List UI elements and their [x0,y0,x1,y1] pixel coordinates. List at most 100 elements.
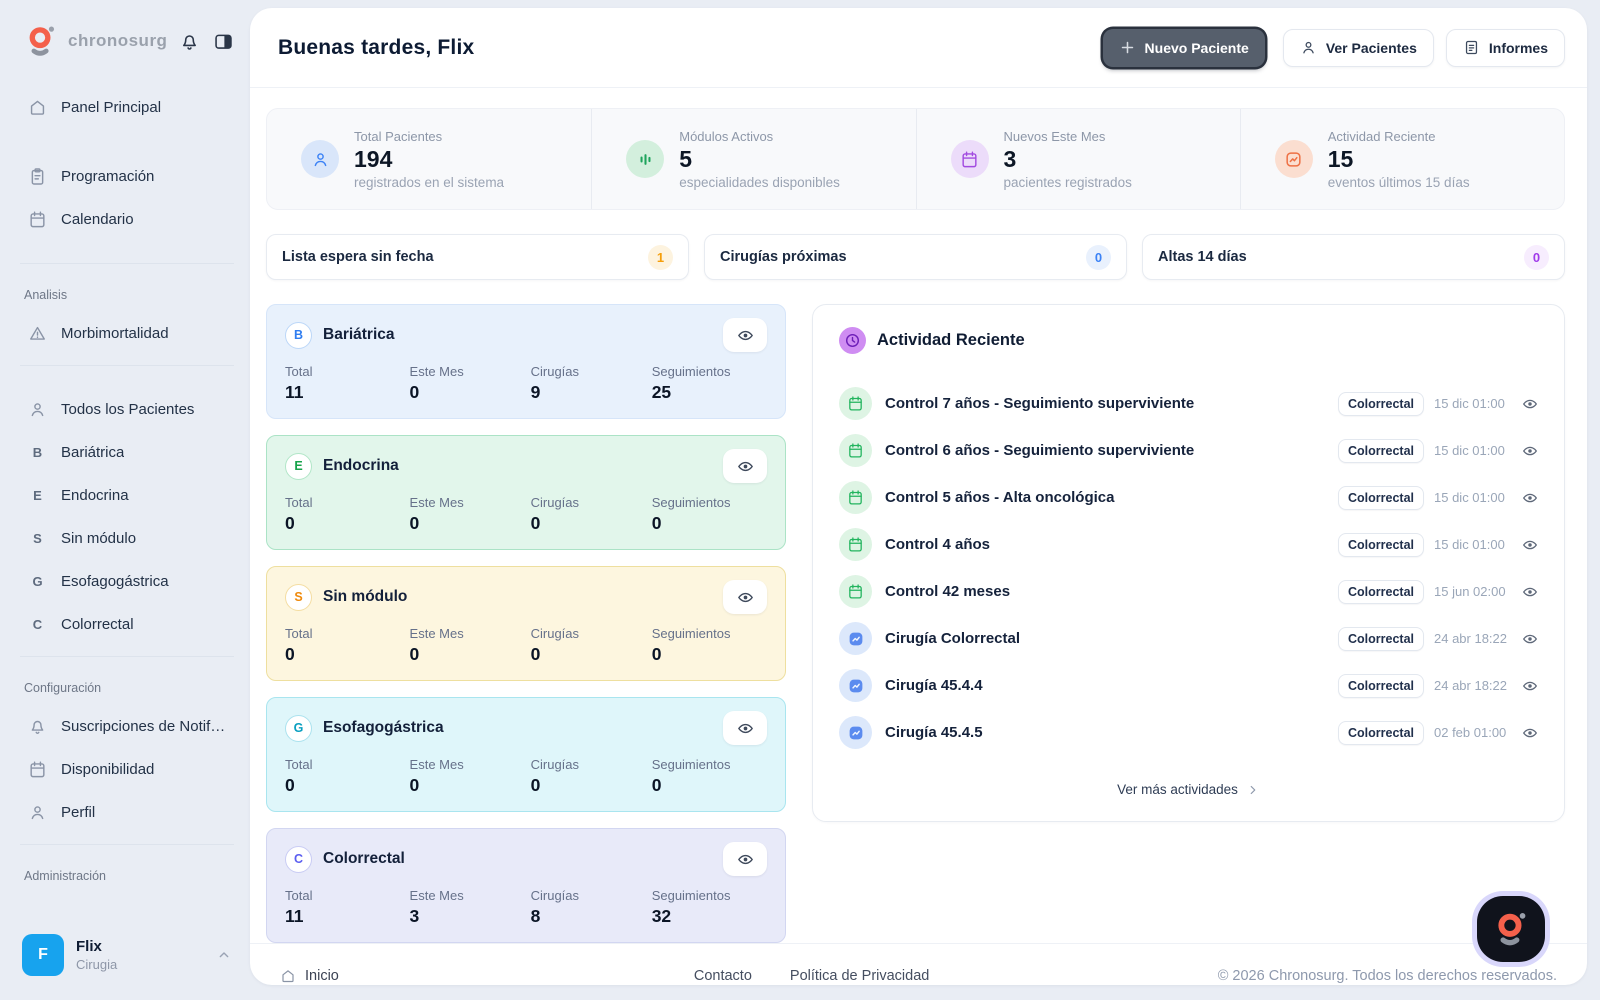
warning-triangle-icon [28,324,47,343]
view-more-activities-link[interactable]: Ver más actividades [839,774,1538,805]
module-card-endocrina[interactable]: E Endocrina Total 0 Este Mes 0 Cirugías 0 S… [266,435,786,550]
eye-icon [737,720,754,737]
view-module-button[interactable] [723,711,767,745]
eye-icon[interactable] [1522,725,1538,741]
bell-icon [28,717,47,736]
activity-date: 15 dic 01:00 [1434,396,1505,411]
eye-icon[interactable] [1522,443,1538,459]
eye-icon[interactable] [1522,584,1538,600]
clock-icon [839,327,866,354]
stat-title: Módulos Activos [679,128,774,144]
sidebar-item-endocrina[interactable]: E Endocrina [18,474,236,517]
filter-label: Altas 14 días [1158,249,1247,265]
footer-privacy-link[interactable]: Política de Privacidad [789,967,930,984]
view-module-button[interactable] [723,842,767,876]
filter-altas-14-dias[interactable]: Altas 14 días 0 [1142,234,1565,280]
sidebar-item-morbimortalidad[interactable]: Morbimortalidad [18,312,236,355]
sidebar-item-colorrectal[interactable]: C Colorrectal [18,603,236,646]
module-name: Sin módulo [323,588,408,605]
sidebar-item-panel-principal[interactable]: Panel Principal [18,86,236,129]
sidebar-item-suscripciones[interactable]: Suscripciones de Notifica… [18,705,236,748]
module-badge: Colorrectal [1338,579,1424,604]
sidebar-item-sin-modulo[interactable]: S Sin módulo [18,517,236,560]
activity-row[interactable]: Cirugía 45.4.4 Colorrectal 24 abr 18:22 [839,662,1538,709]
activity-date: 24 abr 18:22 [1434,631,1508,646]
stat-title: Actividad Reciente [1327,128,1436,144]
module-card-bariatrica[interactable]: B Bariátrica Total 11 Este Mes 0 Cirugías 9… [266,304,786,419]
stat-subtitle: eventos últimos 15 días [1327,174,1470,190]
eye-icon[interactable] [1522,678,1538,694]
chronosurg-logo-icon [1490,908,1532,950]
activity-panel: Actividad Reciente Control 7 años - Segu… [812,304,1565,822]
view-patients-button[interactable]: Ver Pacientes [1282,28,1434,67]
module-letter-badge: C [285,845,312,873]
module-stat-value: 0 [530,513,541,533]
user-card[interactable]: F Flix Cirugia [18,928,236,982]
activity-row[interactable]: Control 4 años Colorrectal 15 dic 01:00 [839,521,1538,568]
activity-row[interactable]: Control 5 años - Alta oncológica Colorre… [839,474,1538,521]
divider [20,263,234,264]
eye-icon[interactable] [1522,631,1538,647]
activity-item-title: Cirugía Colorrectal [885,630,1021,647]
sidebar-item-label: Esofagogástrica [61,573,169,590]
calendar-icon [839,387,872,420]
filter-count-badge: 0 [1524,244,1549,270]
module-card-esofagogastrica[interactable]: G Esofagogástrica Total 0 Este Mes 0 Cirug… [266,697,786,812]
activity-item-title: Control 5 años - Alta oncológica [885,489,1115,506]
sidebar-item-todos-los-pacientes[interactable]: Todos los Pacientes [18,388,236,431]
sidebar-item-label: Programación [61,168,155,185]
plus-icon [1119,39,1136,56]
module-letter-icon: C [32,617,43,632]
view-module-button[interactable] [723,580,767,614]
activity-row[interactable]: Cirugía 45.4.5 Colorrectal 02 feb 01:00 [839,709,1538,756]
module-card-colorrectal[interactable]: C Colorrectal Total 11 Este Mes 3 Cirugías… [266,828,786,943]
view-module-button[interactable] [723,318,767,352]
activity-row[interactable]: Control 7 años - Seguimiento supervivien… [839,380,1538,427]
view-module-button[interactable] [723,449,767,483]
sidebar-item-label: Panel Principal [61,99,162,116]
chevron-right-icon [1246,783,1260,797]
surgery-trend-icon [839,716,872,749]
module-stat-label: Este Mes [409,364,464,379]
page-header: Buenas tardes, Flix Nuevo Paciente Ver P… [250,8,1587,88]
calendar-icon [28,210,47,229]
notifications-bell-icon[interactable] [176,28,202,54]
eye-icon[interactable] [1522,490,1538,506]
sidebar-section-administracion: Administración [24,869,106,883]
chronosurg-floating-button[interactable] [1477,896,1545,962]
module-stat-value: 0 [285,644,295,664]
module-badge: Colorrectal [1338,485,1424,510]
sidebar-toggle-icon[interactable] [210,28,236,54]
sidebar-item-disponibilidad[interactable]: Disponibilidad [18,748,236,791]
eye-icon[interactable] [1522,537,1538,553]
eye-icon[interactable] [1522,396,1538,412]
stat-subtitle: registrados en el sistema [354,174,505,190]
calendar-icon [28,760,47,779]
reports-button[interactable]: Informes [1445,28,1565,67]
sidebar-item-calendario[interactable]: Calendario [18,198,236,241]
new-patient-button[interactable]: Nuevo Paciente [1102,28,1265,67]
page-footer: Inicio Contacto Política de Privacidad ©… [250,943,1587,985]
home-icon [280,968,296,984]
calendar-icon [839,434,872,467]
filter-lista-espera[interactable]: Lista espera sin fecha 1 [266,234,689,280]
activity-row[interactable]: Cirugía Colorrectal Colorrectal 24 abr 1… [839,615,1538,662]
sidebar-item-bariatrica[interactable]: B Bariátrica [18,431,236,474]
stat-value: 15 [1327,145,1354,172]
stat-value: 5 [679,145,693,172]
activity-row[interactable]: Control 6 años - Seguimiento supervivien… [839,427,1538,474]
activity-row[interactable]: Control 42 meses Colorrectal 15 jun 02:0… [839,568,1538,615]
module-card-sin-modulo[interactable]: S Sin módulo Total 0 Este Mes 0 Cirugías 0 … [266,566,786,681]
module-stat-label: Cirugías [530,364,580,379]
calendar-icon [839,575,872,608]
new-patient-label: Nuevo Paciente [1144,39,1249,56]
sidebar-item-perfil[interactable]: Perfil [18,791,236,834]
sidebar-item-esofagogastrica[interactable]: G Esofagogástrica [18,560,236,603]
footer-home-label: Inicio [305,967,339,984]
footer-home-link[interactable]: Inicio [280,968,339,984]
activity-item-title: Control 42 meses [885,583,1011,600]
home-icon [28,98,47,117]
sidebar-item-programacion[interactable]: Programación [18,155,236,198]
footer-contact-link[interactable]: Contacto [693,967,752,984]
filter-cirugias-proximas[interactable]: Cirugías próximas 0 [704,234,1127,280]
